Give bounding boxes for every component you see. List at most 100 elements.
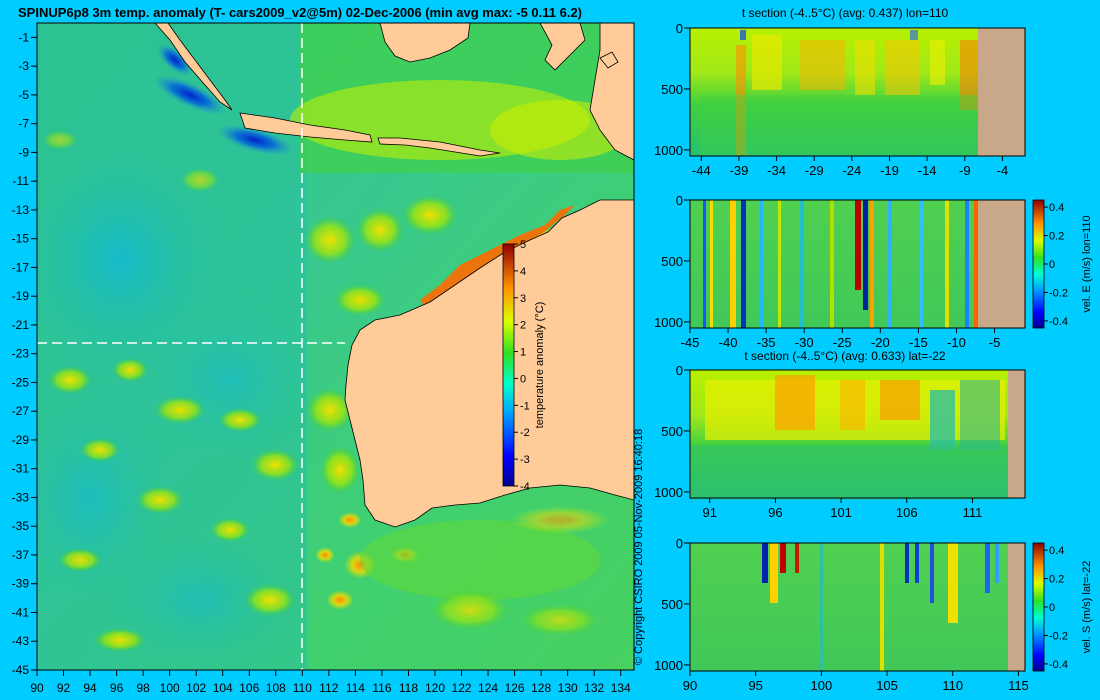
map-colorbar-tick-label: 4 [520, 266, 526, 278]
map-colorbar-tick-label: 0 [520, 373, 526, 385]
section-x-tick-label: -19 [880, 163, 899, 178]
depth-tick-label: 500 [661, 82, 683, 97]
depth-tick-label: 0 [676, 193, 683, 208]
velocity-colorbar-tick-label: 0.2 [1049, 574, 1064, 586]
map-colorbar-tick-label: 2 [520, 320, 526, 332]
depth-tick-label: 500 [661, 597, 683, 612]
section-x-tick-label: -4 [997, 163, 1009, 178]
map-x-tick-label: 126 [505, 681, 525, 695]
section-x-tick-label: -9 [959, 163, 971, 178]
land [154, 23, 634, 528]
section-x-tick-label: -24 [842, 163, 861, 178]
map-y-axis: -1 -3 -5 -7 -9 -11 -13 -15 -17 -19 -21 -23 -25 -27 -29… [12, 30, 37, 677]
velocity-colorbar-tick-label: 0.2 [1049, 231, 1064, 243]
t-section-lon110-panel: t section (-4..5°C) (avg: 0.437) lon=110… [654, 6, 1026, 178]
section-x-tick-label: 95 [748, 678, 762, 693]
map-x-tick-label: 128 [531, 681, 551, 695]
section-x-tick-label: -45 [681, 335, 700, 350]
temperature-anomaly-map [37, 23, 634, 670]
map-x-tick-label: 90 [30, 681, 44, 695]
map-x-tick-label: 116 [372, 681, 391, 695]
map-x-tick-label: 102 [186, 681, 206, 695]
map-x-tick-label: 108 [266, 681, 286, 695]
section-x-tick-label: 100 [811, 678, 833, 693]
map-y-tick-label: -27 [12, 404, 30, 418]
panel-title: t section (-4..5°C) (avg: 0.437) lon=110 [742, 6, 949, 20]
depth-tick-label: 0 [676, 21, 683, 36]
depth-tick-label: 1000 [654, 315, 683, 330]
section-x-tick-label: 101 [830, 505, 852, 520]
map-y-tick-label: -39 [12, 577, 30, 591]
vel-s-colorbar-label: vel. S (m/s) lat=-22 [1081, 561, 1093, 654]
copyright-text: © Copyright CSIRO 2009 05-Nov-2009 16:40… [633, 429, 645, 665]
map-x-tick-label: 120 [425, 681, 445, 695]
map-colorbar-tick-label: 5 [520, 239, 526, 251]
section-x-tick-label: -35 [757, 335, 776, 350]
map-x-tick-label: 118 [399, 681, 418, 695]
depth-tick-label: 0 [676, 536, 683, 551]
depth-tick-label: 500 [661, 424, 683, 439]
map-x-tick-label: 104 [213, 681, 233, 695]
map-y-tick-label: -43 [12, 634, 30, 648]
map-y-tick-label: -35 [12, 519, 30, 533]
map-y-tick-label: -15 [12, 232, 30, 246]
map-x-tick-label: 110 [293, 681, 312, 695]
map-y-tick-label: -17 [12, 260, 30, 274]
map-y-tick-label: -31 [12, 462, 30, 476]
map-y-tick-label: -19 [12, 289, 30, 303]
map-x-tick-label: 130 [558, 681, 578, 695]
velocity-colorbar-tick-label: -0.2 [1049, 287, 1068, 299]
map-y-tick-label: -45 [12, 663, 30, 677]
map-y-tick-label: -9 [18, 145, 29, 159]
main-map-title: SPINUP6p8 3m temp. anomaly (T- cars2009_… [18, 5, 582, 20]
depth-tick-label: 1000 [654, 485, 683, 500]
velocity-colorbar-tick-label: -0.4 [1049, 316, 1068, 328]
map-x-tick-label: 92 [57, 681, 71, 695]
vel-e-colorbar-label: vel. E (m/s) lon=110 [1081, 215, 1093, 312]
map-x-tick-label: 114 [346, 681, 365, 695]
map-x-tick-label: 96 [110, 681, 124, 695]
depth-tick-label: 1000 [654, 658, 683, 673]
map-y-tick-label: -21 [12, 318, 30, 332]
map-y-tick-label: -41 [12, 605, 30, 619]
map-x-tick-label: 100 [160, 681, 180, 695]
depth-tick-label: 1000 [654, 143, 683, 158]
map-y-tick-label: -7 [18, 117, 29, 131]
map-colorbar-tick-label: -4 [520, 481, 530, 493]
velocity-colorbar-tick-label: 0 [1049, 602, 1055, 614]
map-x-tick-label: 122 [452, 681, 472, 695]
section-x-tick-label: 110 [942, 678, 963, 693]
map-colorbar-tick-label: -1 [520, 400, 530, 412]
map-y-tick-label: -37 [12, 548, 30, 562]
section-x-tick-label: -39 [730, 163, 749, 178]
velocity-colorbar-tick-label: -0.4 [1049, 659, 1068, 671]
map-y-tick-label: -3 [18, 59, 29, 73]
map-colorbar-label: temperature anomaly (°C) [534, 302, 546, 429]
section-x-tick-label: -20 [871, 335, 890, 350]
map-y-tick-label: -13 [12, 203, 30, 217]
map-y-tick-label: -11 [13, 174, 30, 188]
section-x-tick-label: -14 [918, 163, 937, 178]
section-x-tick-label: 106 [896, 505, 918, 520]
map-x-tick-label: 106 [239, 681, 259, 695]
section-x-tick-label: 90 [683, 678, 697, 693]
section-x-tick-label: 111 [963, 505, 983, 520]
velocity-colorbar-tick-label: 0.4 [1049, 545, 1064, 557]
map-x-tick-label: 112 [319, 681, 338, 695]
section-x-tick-label: -25 [833, 335, 852, 350]
map-x-tick-label: 98 [136, 681, 150, 695]
map-colorbar: 5 4 3 2 1 0 -1 -2 -3 -4 temperature anomaly (°C) [502, 239, 546, 493]
map-y-tick-label: -23 [12, 347, 30, 361]
section-x-tick-label: -29 [805, 163, 824, 178]
map-colorbar-tick-label: -2 [520, 427, 530, 439]
map-colorbar-tick-label: 1 [520, 347, 526, 359]
section-x-tick-label: -44 [692, 163, 711, 178]
depth-tick-label: 500 [661, 254, 683, 269]
panel-title: t section (-4..5°C) (avg: 0.633) lat=-22 [744, 349, 946, 363]
section-x-tick-label: 105 [876, 678, 898, 693]
map-colorbar-tick-label: -3 [520, 454, 530, 466]
section-x-tick-label: -40 [719, 335, 738, 350]
map-y-tick-label: -1 [18, 30, 29, 44]
map-colorbar-tick-label: 3 [520, 293, 526, 305]
